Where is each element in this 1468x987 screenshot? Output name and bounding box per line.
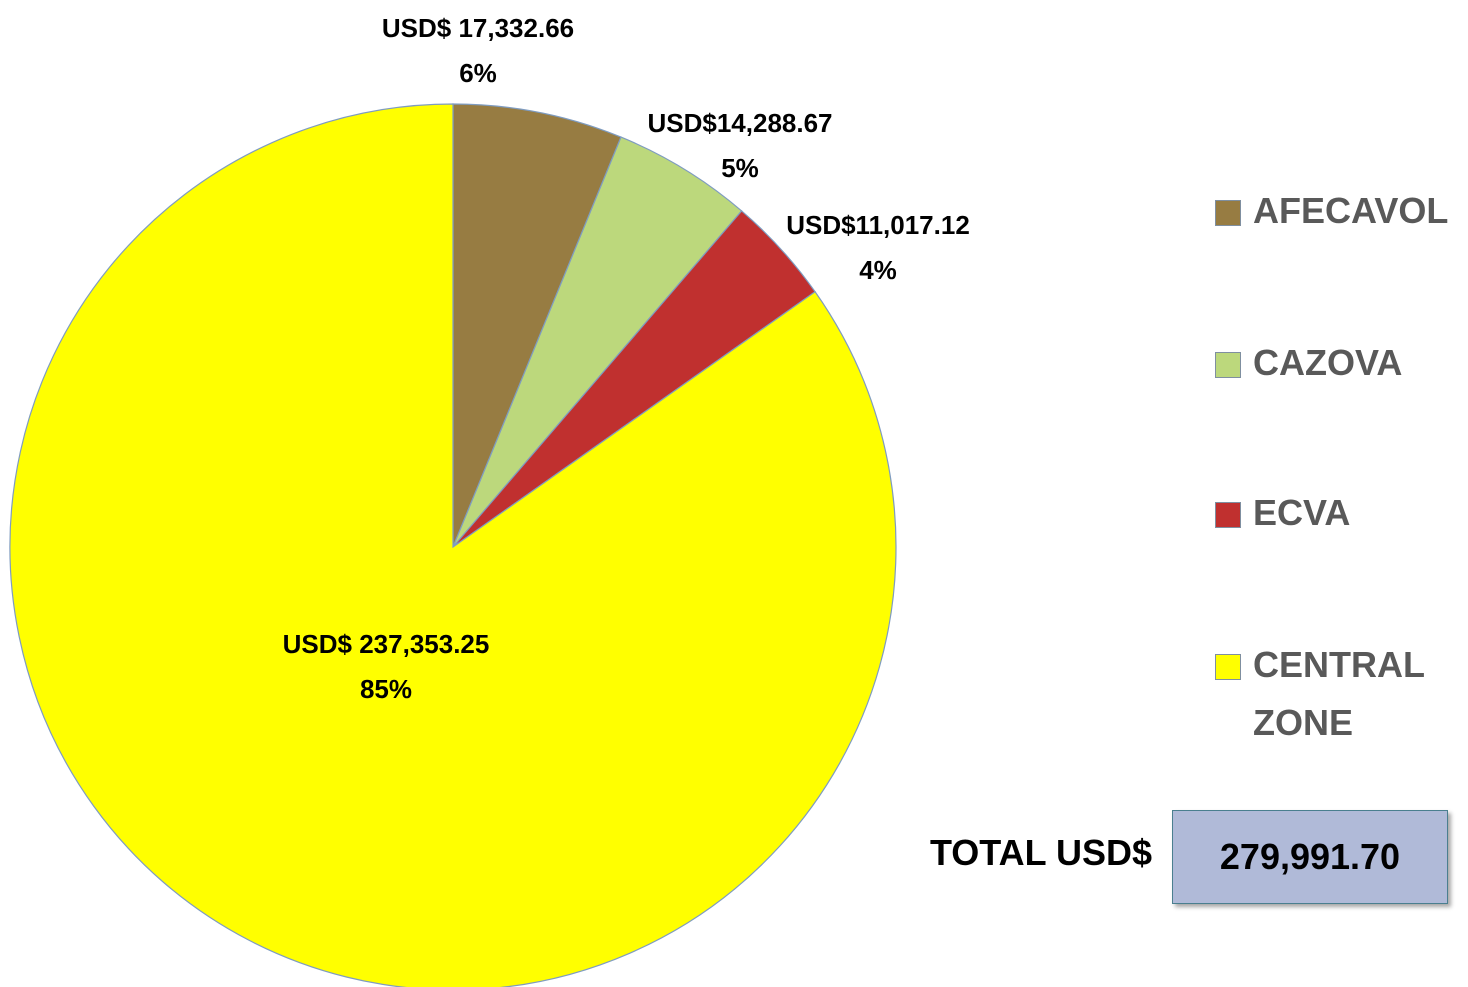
data-label: USD$14,288.67 <box>647 108 832 138</box>
legend-item: CENTRAL ZONE <box>1215 644 1453 752</box>
legend-swatch <box>1215 200 1241 226</box>
pie-slice <box>452 136 743 548</box>
data-label: USD$11,017.12 <box>786 210 970 240</box>
data-label-percent: 85% <box>360 674 412 704</box>
legend-swatch <box>1215 502 1241 528</box>
legend-item: ECVA <box>1215 492 1453 542</box>
legend-label: CAZOVA <box>1253 342 1403 383</box>
legend-item: AFECAVOL <box>1215 190 1453 240</box>
pie-slice <box>9 103 897 987</box>
legend-label: ECVA <box>1253 492 1351 533</box>
legend-label: CENTRAL ZONE <box>1253 644 1425 743</box>
data-label: USD$ 17,332.66 <box>382 13 574 43</box>
legend-item: CAZOVA <box>1215 342 1453 392</box>
total-box: 279,991.70 <box>1172 810 1448 904</box>
data-label-percent: 6% <box>459 58 497 88</box>
data-label-percent: 5% <box>721 153 759 183</box>
legend-swatch <box>1215 654 1241 680</box>
data-label: USD$ 237,353.25 <box>283 629 490 659</box>
data-label-percent: 4% <box>859 255 897 285</box>
legend-label: AFECAVOL <box>1253 190 1449 231</box>
legend-swatch <box>1215 352 1241 378</box>
pie-slice <box>452 103 622 548</box>
total-label: TOTAL USD$ <box>929 832 1152 873</box>
